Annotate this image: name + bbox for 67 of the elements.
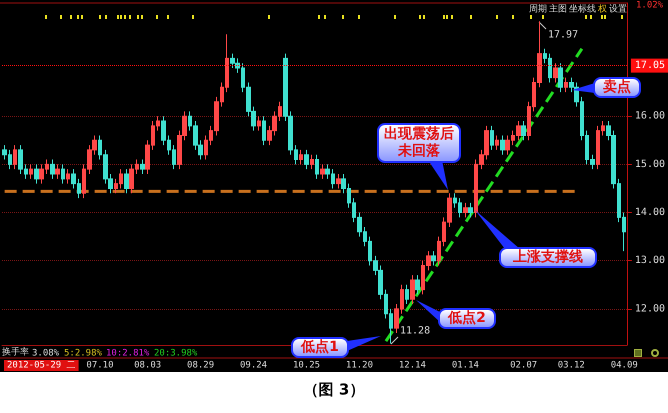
- x-tick-label: 04.09: [610, 360, 638, 370]
- candlestick: [490, 125, 494, 150]
- text: 2012-05-29 二: [7, 360, 76, 370]
- x-tick-label: 03.12: [558, 360, 585, 370]
- candlestick: [124, 168, 129, 194]
- y-tick-label: 16.00: [634, 110, 666, 122]
- candlestick: [468, 202, 473, 218]
- candlestick: [310, 154, 314, 170]
- y-tick-label: 14.00: [634, 207, 666, 218]
- x-tick-label: 01.14: [452, 360, 479, 370]
- x-tick-label: 02.07: [510, 360, 538, 370]
- candlestick: [257, 116, 261, 132]
- annotation: 周期: [529, 4, 547, 14]
- text: 换手率: [2, 346, 29, 358]
- candlestick: [50, 159, 55, 180]
- text: 10:2.81%: [106, 348, 150, 358]
- candlestick: [262, 116, 266, 146]
- annotation: 11.28: [400, 326, 430, 336]
- x-tick-label: 10.25: [292, 360, 320, 370]
- annotation: 17.97: [548, 30, 578, 40]
- text: 20:3.98%: [154, 348, 198, 358]
- candlestick: [55, 164, 60, 180]
- candlestick: [304, 149, 309, 170]
- annotation: 上涨支撑线: [499, 247, 597, 268]
- candlestick: [405, 284, 409, 305]
- annotation: 卖点: [593, 77, 641, 98]
- annotation: 设置: [609, 4, 627, 14]
- annotation: 低点1: [291, 337, 349, 358]
- y-tick-label: 12.00: [634, 303, 666, 314]
- text: （图 3）: [304, 380, 364, 398]
- annotation: 权: [597, 4, 607, 14]
- x-tick-label: 08.03: [134, 360, 162, 370]
- candlestick: [34, 164, 39, 184]
- candlestick: [320, 164, 325, 180]
- candlestick: [553, 62, 558, 83]
- candlestick: [463, 202, 468, 218]
- x-tick-label: 12.14: [398, 360, 426, 370]
- candlestick: [140, 159, 145, 174]
- candlestick: [495, 134, 499, 150]
- candlestick: [410, 274, 415, 305]
- x-tick-label: 08.29: [187, 360, 214, 370]
- candlestick: [564, 77, 568, 93]
- candlestick: [61, 164, 65, 184]
- candlestick: [431, 250, 436, 266]
- annotation: 主图: [549, 4, 567, 14]
- candlestick: [315, 154, 319, 180]
- ref-line-label: 17.05: [634, 60, 666, 72]
- annotation: 出现震荡后未回落: [377, 123, 461, 163]
- y-tick-label: 15.00: [634, 158, 666, 170]
- x-tick-label: 09.24: [240, 360, 268, 370]
- candlestick: [500, 134, 505, 156]
- candlestick: [521, 120, 526, 141]
- candlestick: [558, 62, 563, 93]
- annotation: 坐标线: [569, 4, 596, 14]
- text: 1.02%: [636, 0, 664, 10]
- candlestick: [299, 149, 303, 165]
- candlestick: [66, 168, 70, 184]
- text: 5:2.98%: [64, 348, 103, 358]
- candlestick: [336, 174, 341, 189]
- candlestick: [13, 144, 17, 170]
- y-tick-label: 13.00: [634, 255, 666, 266]
- candlestick: [415, 274, 420, 295]
- text: 3.08%: [32, 348, 60, 358]
- x-tick-label: 11.20: [346, 360, 374, 370]
- annotation: 低点2: [438, 308, 496, 329]
- candlestick: [29, 164, 33, 180]
- x-tick-label: 07.10: [86, 360, 114, 370]
